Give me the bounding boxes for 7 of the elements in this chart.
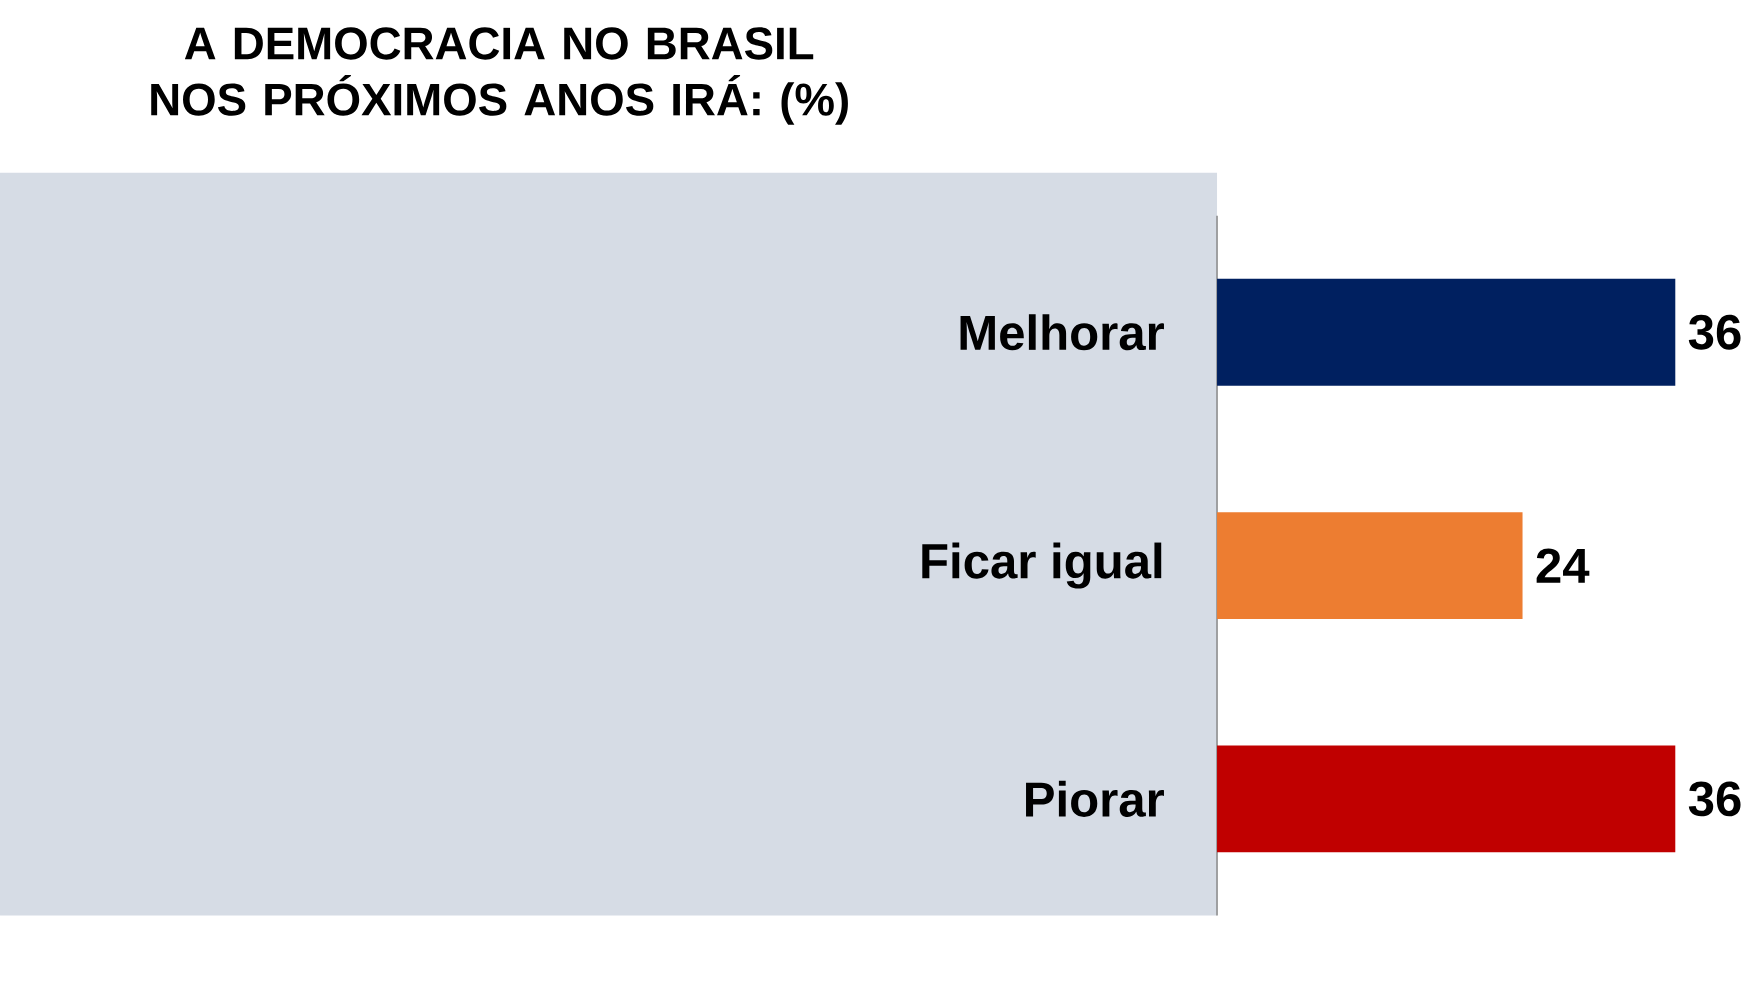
y-tick-label: Melhorar	[960, 314, 1164, 351]
data-label: 36	[1688, 314, 1741, 350]
y-tick-label: Piorar	[1026, 780, 1164, 817]
data-label: 24	[1536, 548, 1590, 583]
data-label: 36	[1688, 781, 1741, 817]
text: A DEMOCRACIA NO BRASIL NOS PRÓXIMOS ANOS IRÁ: (%)	[151, 27, 848, 125]
y-tick-label: Ficar igual	[922, 542, 1162, 589]
